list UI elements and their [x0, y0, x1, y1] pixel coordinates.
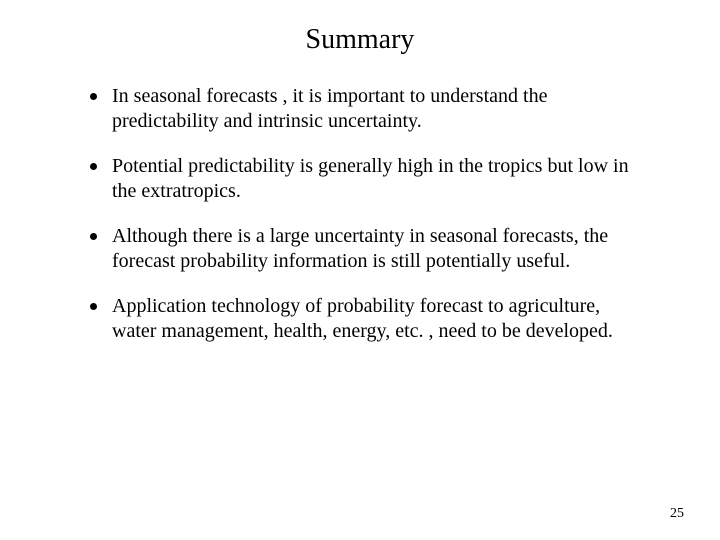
list-item: In seasonal forecasts , it is important … — [90, 84, 630, 134]
list-item: Although there is a large uncertainty in… — [90, 224, 630, 274]
list-item: Potential predictability is generally hi… — [90, 154, 630, 204]
bullet-icon — [90, 233, 97, 240]
bullet-text: Application technology of probability fo… — [112, 295, 613, 342]
bullet-icon — [90, 303, 97, 310]
page-number: 25 — [670, 506, 684, 522]
slide-title: Summary — [90, 24, 630, 56]
bullet-text: In seasonal forecasts , it is important … — [112, 85, 547, 132]
bullet-text: Although there is a large uncertainty in… — [112, 225, 608, 272]
bullet-text: Potential predictability is generally hi… — [112, 155, 629, 202]
bullet-icon — [90, 93, 97, 100]
bullet-list: In seasonal forecasts , it is important … — [90, 84, 630, 344]
list-item: Application technology of probability fo… — [90, 294, 630, 344]
bullet-icon — [90, 163, 97, 170]
slide-container: Summary In seasonal forecasts , it is im… — [0, 0, 720, 344]
